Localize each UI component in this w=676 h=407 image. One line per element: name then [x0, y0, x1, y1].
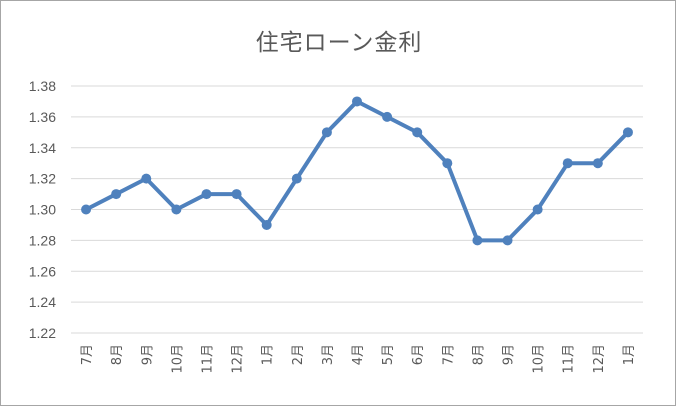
x-tick-label: 9月 [140, 344, 155, 365]
y-tick-label: 1.24 [29, 294, 56, 310]
x-tick-label: 12月 [231, 344, 246, 374]
x-tick-label: 5月 [381, 344, 396, 365]
x-tick-label: 1月 [261, 344, 276, 365]
data-point [532, 204, 543, 215]
x-tick-label: 2月 [291, 344, 306, 365]
data-point [592, 158, 603, 169]
x-tick-label: 1月 [622, 344, 637, 365]
data-point [412, 127, 423, 138]
y-tick-label: 1.34 [29, 140, 56, 156]
data-point [382, 111, 393, 122]
data-point [141, 173, 152, 184]
x-tick-label: 9月 [502, 344, 517, 365]
x-tick-label: 12月 [592, 344, 607, 374]
data-point [352, 96, 362, 107]
series-line [84, 99, 630, 243]
data-point [442, 158, 453, 169]
x-tick-label: 6月 [411, 344, 426, 365]
chart-title: 住宅ローン金利 [255, 30, 423, 56]
x-tick-label: 8月 [471, 344, 486, 365]
y-tick-label: 1.26 [29, 263, 56, 279]
data-point [291, 173, 302, 184]
x-tick-label: 4月 [351, 344, 366, 365]
data-point [472, 235, 483, 246]
x-tick-label: 8月 [110, 344, 125, 365]
y-tick-label: 1.22 [29, 325, 56, 341]
data-point [231, 189, 242, 200]
x-tick-label: 7月 [80, 344, 95, 365]
y-tick-label: 1.36 [29, 109, 56, 125]
x-tick-label: 3月 [321, 344, 336, 365]
x-tick-label: 7月 [441, 344, 456, 365]
y-tick-label: 1.28 [29, 232, 56, 248]
x-tick-label: 11月 [562, 344, 577, 374]
data-point [622, 127, 633, 138]
data-point [111, 189, 122, 200]
y-tick-label: 1.32 [29, 171, 56, 187]
data-point [201, 189, 212, 200]
data-point [562, 158, 573, 169]
y-tick-label: 1.38 [29, 78, 56, 94]
data-point [321, 127, 332, 138]
y-tick-label: 1.30 [29, 202, 56, 218]
data-point [502, 235, 513, 246]
x-tick-label: 10月 [532, 344, 547, 374]
x-tick-label: 11月 [200, 344, 215, 374]
data-point [261, 219, 272, 230]
x-tick-label: 10月 [170, 344, 185, 374]
data-point [171, 204, 182, 215]
data-point [81, 204, 92, 215]
